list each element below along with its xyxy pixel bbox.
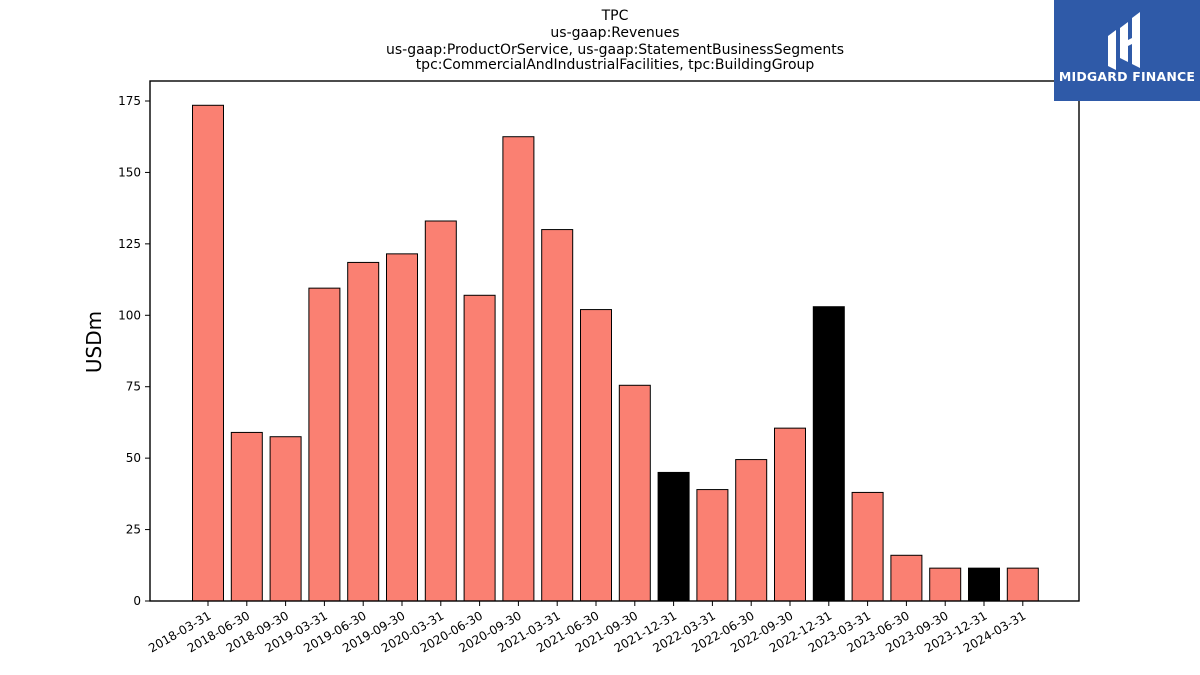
bar-2023-06-30: [890, 554, 923, 602]
y-tick-label: 25: [126, 523, 141, 537]
bar-2018-06-30: [230, 431, 263, 602]
bar-2018-09-30: [269, 436, 302, 602]
y-tick-label: 150: [118, 165, 141, 179]
bars: [192, 104, 1039, 602]
bar-2021-06-30: [580, 309, 612, 602]
bar-2022-09-30: [774, 427, 806, 602]
bar-2019-09-30: [386, 253, 418, 602]
bar-2020-03-31: [424, 220, 457, 602]
logo-mark-icon: [1108, 12, 1140, 70]
y-tick-label: 125: [118, 237, 141, 251]
bar-2024-03-31: [1006, 567, 1039, 602]
bar-2021-12-31: [657, 471, 690, 602]
bar-2023-12-31: [968, 567, 1000, 602]
title-line-3: us-gaap:ProductOrService, us-gaap:Statem…: [386, 42, 844, 58]
bar-2021-09-30: [618, 384, 651, 602]
y-axis-ticks: 0 25 50 75 100 125 150 175: [118, 94, 150, 608]
bar-2022-03-31: [696, 489, 729, 602]
bar-2018-03-31: [192, 104, 224, 602]
y-axis-label: USDm: [82, 311, 106, 373]
bar-2019-03-31: [308, 287, 341, 602]
plot-frame: [149, 80, 1080, 602]
title-line-1: TPC: [601, 8, 629, 24]
bar-2022-06-30: [735, 459, 768, 602]
x-axis-ticks: 2018-03-312018-06-302018-09-302019-03-31…: [146, 601, 1028, 655]
bar-2023-03-31: [851, 491, 884, 602]
logo-text: MIDGARD FINANCE: [1059, 69, 1195, 84]
bar-2023-09-30: [929, 567, 962, 602]
bar-2020-09-30: [502, 136, 535, 602]
y-tick-label: 100: [118, 308, 141, 322]
title-line-4: tpc:CommercialAndIndustrialFacilities, t…: [416, 57, 815, 73]
bar-2019-06-30: [347, 261, 380, 602]
y-tick-label: 75: [126, 380, 141, 394]
bar-2020-06-30: [463, 294, 496, 602]
midgard-finance-logo: MIDGARD FINANCE: [1054, 0, 1200, 101]
bar-2022-12-31: [812, 306, 845, 602]
y-tick-label: 175: [118, 94, 141, 108]
chart-title: TPC us-gaap:Revenues us-gaap:ProductOrSe…: [386, 8, 844, 73]
bar-2021-03-31: [541, 229, 574, 602]
y-tick-label: 50: [126, 451, 141, 465]
y-tick-label: 0: [133, 594, 141, 608]
title-line-2: us-gaap:Revenues: [550, 25, 679, 41]
